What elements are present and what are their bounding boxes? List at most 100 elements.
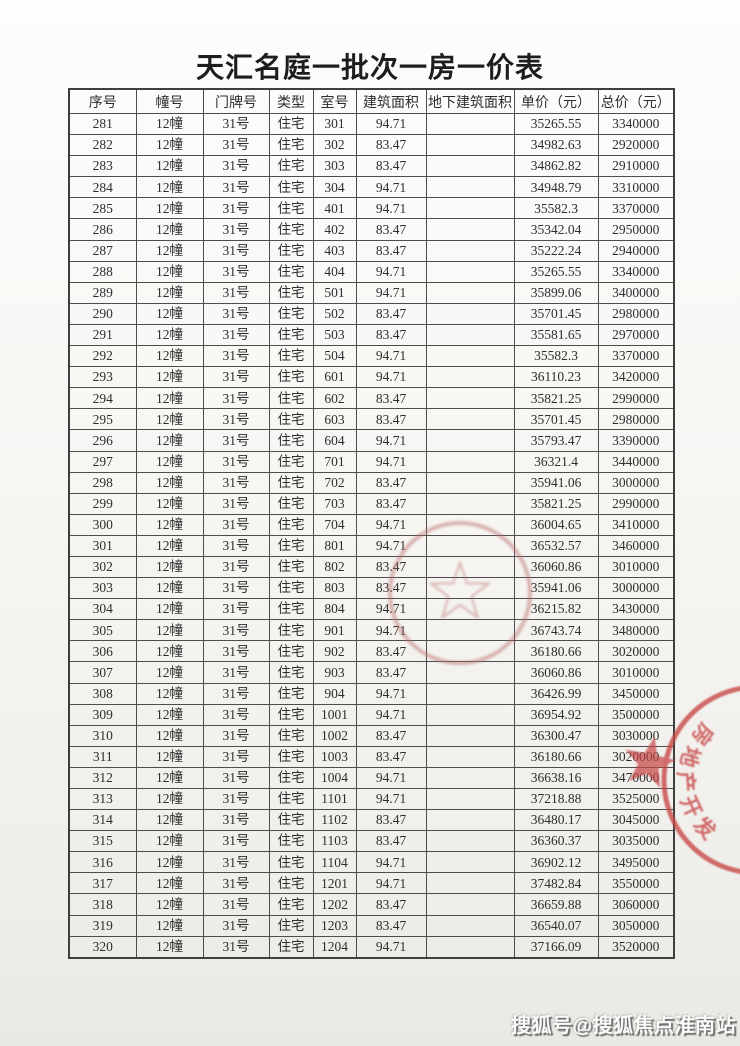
cell-unit_price: 36426.99	[513, 682, 599, 705]
cell-area: 94.71	[355, 513, 427, 536]
cell-room: 302	[312, 134, 357, 157]
cell-door: 31号	[202, 197, 270, 220]
cell-type: 住宅	[268, 366, 314, 389]
cell-total_price: 3500000	[597, 703, 675, 726]
cell-door: 31号	[202, 534, 270, 557]
cell-unit_price: 35793.47	[513, 429, 599, 452]
cell-room: 304	[312, 176, 357, 199]
cell-room: 1004	[312, 766, 357, 790]
cell-room: 404	[312, 260, 357, 283]
cell-unit_price: 36004.65	[513, 513, 599, 536]
column-header-total_price: 总价（元）	[597, 88, 675, 114]
table-row: 304 12幢 31号 住宅 804 94.71 36215.82 3430000	[68, 598, 675, 621]
cell-area: 83.47	[355, 323, 427, 347]
cell-building: 12幢	[135, 450, 204, 473]
cell-area: 83.47	[355, 239, 427, 262]
table-row: 318 12幢 31号 住宅 1202 83.47 36659.88 3060000	[68, 893, 675, 916]
cell-type: 住宅	[268, 218, 314, 241]
cell-unit_price: 36480.17	[513, 809, 599, 832]
cell-type: 住宅	[268, 345, 314, 368]
cell-building: 12幢	[135, 387, 204, 410]
cell-room: 901	[312, 619, 357, 642]
cell-building: 12幢	[135, 408, 204, 431]
cell-seq: 291	[68, 323, 137, 347]
cell-total_price: 3440000	[597, 450, 675, 473]
cell-room: 703	[312, 492, 357, 515]
cell-seq: 318	[68, 893, 137, 916]
cell-building: 12幢	[135, 302, 204, 325]
cell-room: 1003	[312, 745, 357, 768]
cell-unit_price: 36659.88	[513, 893, 599, 916]
table-row: 307 12幢 31号 住宅 903 83.47 36060.86 3010000	[68, 661, 675, 684]
cell-room: 1002	[312, 724, 357, 747]
cell-seq: 302	[68, 555, 137, 579]
cell-seq: 309	[68, 703, 137, 726]
cell-building: 12幢	[135, 366, 204, 389]
table-row: 302 12幢 31号 住宅 802 83.47 36060.86 3010000	[68, 555, 675, 579]
cell-type: 住宅	[268, 197, 314, 220]
cell-seq: 312	[68, 766, 137, 790]
cell-building: 12幢	[135, 619, 204, 642]
cell-underground_area	[425, 640, 515, 663]
cell-total_price: 3460000	[597, 534, 675, 557]
cell-unit_price: 36532.57	[513, 534, 599, 557]
cell-underground_area	[425, 851, 515, 874]
cell-room: 804	[312, 598, 357, 621]
cell-total_price: 3030000	[597, 724, 675, 747]
cell-building: 12幢	[135, 134, 204, 157]
table-row: 296 12幢 31号 住宅 604 94.71 35793.47 3390000	[68, 429, 675, 452]
cell-door: 31号	[202, 260, 270, 283]
column-header-seq: 序号	[68, 88, 137, 114]
cell-door: 31号	[202, 914, 270, 937]
cell-area: 83.47	[355, 745, 427, 768]
cell-area: 94.71	[355, 281, 427, 304]
cell-area: 83.47	[355, 809, 427, 832]
cell-type: 住宅	[268, 935, 314, 959]
cell-room: 904	[312, 682, 357, 705]
cell-type: 住宅	[268, 682, 314, 705]
cell-door: 31号	[202, 450, 270, 473]
cell-type: 住宅	[268, 323, 314, 347]
cell-door: 31号	[202, 387, 270, 410]
cell-seq: 282	[68, 134, 137, 157]
cell-type: 住宅	[268, 809, 314, 832]
cell-type: 住宅	[268, 872, 314, 895]
cell-building: 12幢	[135, 577, 204, 600]
table-row: 303 12幢 31号 住宅 803 83.47 35941.06 3000000	[68, 577, 675, 600]
cell-room: 301	[312, 112, 357, 136]
table-row: 290 12幢 31号 住宅 502 83.47 35701.45 2980000	[68, 302, 675, 325]
cell-underground_area	[425, 830, 515, 853]
cell-unit_price: 34948.79	[513, 176, 599, 199]
cell-area: 94.71	[355, 872, 427, 895]
cell-seq: 293	[68, 366, 137, 389]
cell-total_price: 3450000	[597, 682, 675, 705]
cell-type: 住宅	[268, 577, 314, 600]
cell-building: 12幢	[135, 281, 204, 304]
table-row: 319 12幢 31号 住宅 1203 83.47 36540.07 3050000	[68, 914, 675, 937]
cell-area: 83.47	[355, 577, 427, 600]
cell-total_price: 2980000	[597, 408, 675, 431]
cell-seq: 311	[68, 745, 137, 768]
cell-building: 12幢	[135, 513, 204, 536]
cell-unit_price: 36180.66	[513, 745, 599, 768]
cell-underground_area	[425, 176, 515, 199]
cell-room: 502	[312, 302, 357, 325]
cell-type: 住宅	[268, 745, 314, 768]
cell-underground_area	[425, 281, 515, 304]
cell-building: 12幢	[135, 492, 204, 515]
cell-door: 31号	[202, 935, 270, 959]
cell-door: 31号	[202, 809, 270, 832]
table-row: 317 12幢 31号 住宅 1201 94.71 37482.84 3550000	[68, 872, 675, 895]
cell-total_price: 3495000	[597, 851, 675, 874]
cell-unit_price: 36180.66	[513, 640, 599, 663]
cell-seq: 320	[68, 935, 137, 959]
cell-door: 31号	[202, 640, 270, 663]
cell-area: 83.47	[355, 914, 427, 937]
cell-unit_price: 35899.06	[513, 281, 599, 304]
cell-room: 1102	[312, 809, 357, 832]
cell-underground_area	[425, 450, 515, 473]
cell-total_price: 3430000	[597, 598, 675, 621]
cell-unit_price: 34982.63	[513, 134, 599, 157]
cell-door: 31号	[202, 134, 270, 157]
cell-seq: 294	[68, 387, 137, 410]
